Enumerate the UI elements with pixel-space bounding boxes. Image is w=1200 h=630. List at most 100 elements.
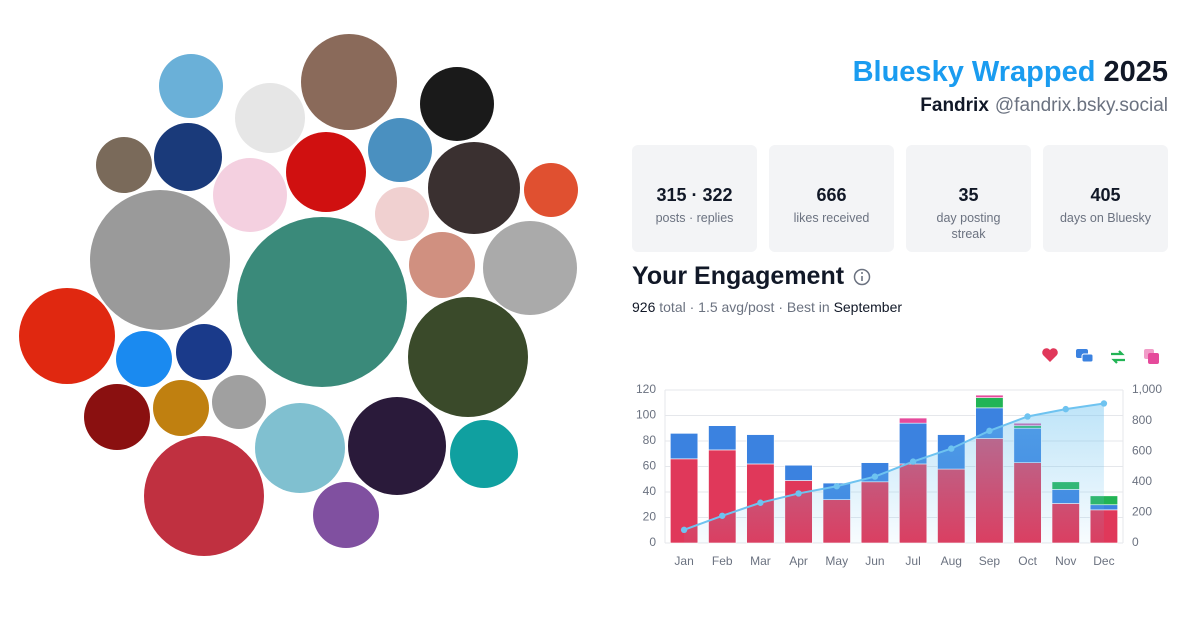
chart: 0 20 40 60 80 100 120 0 200 400 600 800 1,000 Jan Feb M… bbox=[636, 348, 1162, 568]
avatar[interactable] bbox=[144, 436, 264, 556]
line-point bbox=[1100, 400, 1108, 407]
avatar[interactable] bbox=[524, 163, 578, 217]
x-tick-label: Mar bbox=[750, 554, 771, 568]
avatar[interactable] bbox=[286, 132, 366, 212]
stat-card: 666 likes received bbox=[769, 145, 894, 252]
line-point bbox=[948, 445, 955, 452]
bar-segment bbox=[975, 394, 1004, 398]
x-tick-label: Jun bbox=[865, 554, 884, 568]
stat-label: likes received bbox=[793, 211, 870, 225]
summary: 926 total · 1.5 avg/post · Best in Septe… bbox=[632, 299, 902, 315]
avatar[interactable] bbox=[116, 331, 172, 387]
stat-label: posts · replies bbox=[655, 211, 734, 225]
avatar[interactable] bbox=[255, 403, 345, 493]
avatar[interactable] bbox=[90, 190, 230, 330]
line-point bbox=[833, 483, 840, 490]
stat-value: 35 bbox=[958, 185, 979, 205]
avatar[interactable] bbox=[19, 288, 115, 384]
stat-card: 405 days on Bluesky bbox=[1043, 145, 1168, 252]
x-tick-label: Feb bbox=[712, 554, 733, 568]
stat-label: day posting streak bbox=[936, 211, 1001, 241]
total: 926 bbox=[632, 299, 656, 315]
x-tick-label: Jan bbox=[674, 554, 693, 568]
info-icon[interactable] bbox=[853, 268, 871, 286]
avatar[interactable] bbox=[96, 137, 152, 193]
bar-segment bbox=[708, 425, 737, 451]
avatar[interactable] bbox=[450, 420, 518, 488]
avatar[interactable] bbox=[159, 54, 223, 118]
avatar[interactable] bbox=[154, 123, 222, 191]
x-tick-label: Oct bbox=[1018, 554, 1037, 568]
legend-icon[interactable] bbox=[1042, 348, 1058, 362]
x-tick-label: May bbox=[825, 554, 848, 568]
line bbox=[683, 402, 1105, 531]
legend-icon[interactable] bbox=[1081, 353, 1094, 363]
x-tick-label: Dec bbox=[1093, 554, 1114, 568]
avatar[interactable] bbox=[84, 384, 150, 450]
avatar[interactable] bbox=[483, 221, 577, 315]
user: Fandrix @fandrix.bsky.social bbox=[920, 95, 1168, 117]
avatar[interactable] bbox=[237, 217, 407, 387]
display-name: Fandrix bbox=[920, 95, 989, 116]
bar-segment bbox=[784, 464, 813, 481]
avatar[interactable] bbox=[420, 67, 494, 141]
avatar[interactable] bbox=[348, 397, 446, 495]
x-tick-label: Jul bbox=[905, 554, 920, 568]
best-month: September bbox=[833, 299, 903, 315]
stat-card: 315 · 322 posts · replies bbox=[632, 145, 757, 252]
avatar-cluster bbox=[19, 34, 578, 556]
avatar[interactable] bbox=[368, 118, 432, 182]
bar-segment bbox=[746, 434, 775, 465]
bar-segment bbox=[670, 433, 699, 460]
avatar[interactable] bbox=[213, 158, 287, 232]
y-tick-label: 20 bbox=[643, 510, 657, 524]
title: Bluesky Wrapped 2025 bbox=[853, 56, 1168, 89]
x-tick-label: Apr bbox=[789, 554, 808, 568]
avatar[interactable] bbox=[428, 142, 520, 234]
y-tick-label: 40 bbox=[643, 484, 657, 498]
bar-segment bbox=[975, 397, 1004, 409]
y2-tick-label: 200 bbox=[1132, 505, 1152, 519]
avatar[interactable] bbox=[235, 83, 305, 153]
x-tick-label: Sep bbox=[979, 554, 1001, 568]
brand: Bluesky Wrapped bbox=[852, 56, 1096, 88]
x-tick-label: Aug bbox=[941, 554, 962, 568]
y2-tick-label: 400 bbox=[1132, 474, 1152, 488]
summary-text: total · 1.5 avg/post · Best in bbox=[659, 299, 830, 315]
line-area bbox=[684, 403, 1104, 543]
line-point bbox=[1024, 413, 1031, 420]
avatar[interactable] bbox=[176, 324, 232, 380]
line-point bbox=[871, 473, 879, 480]
legend bbox=[1042, 348, 1159, 364]
avatar[interactable] bbox=[313, 482, 379, 548]
avatar[interactable] bbox=[301, 34, 397, 130]
line-point bbox=[757, 499, 764, 506]
avatar[interactable] bbox=[408, 297, 528, 417]
legend-icon[interactable] bbox=[1148, 353, 1159, 364]
line-point bbox=[719, 512, 726, 519]
line-point bbox=[986, 427, 993, 435]
section-title: Your Engagement bbox=[632, 262, 845, 290]
y2-tick-label: 800 bbox=[1132, 413, 1152, 427]
y2-tick-label: 1,000 bbox=[1132, 382, 1162, 396]
line-point bbox=[795, 490, 802, 497]
handle: @fandrix.bsky.social bbox=[994, 95, 1168, 116]
avatar[interactable] bbox=[409, 232, 475, 298]
stat-label: days on Bluesky bbox=[1059, 211, 1152, 225]
avatar[interactable] bbox=[153, 380, 209, 436]
stat-value: 315 · 322 bbox=[656, 185, 733, 205]
y2-tick-label: 600 bbox=[1132, 443, 1152, 457]
line-point bbox=[680, 526, 688, 534]
y-tick-label: 0 bbox=[649, 535, 656, 549]
y-tick-label: 60 bbox=[643, 459, 657, 473]
avatar[interactable] bbox=[375, 187, 429, 241]
avatar[interactable] bbox=[212, 375, 266, 429]
y2-tick-label: 0 bbox=[1132, 535, 1139, 549]
stat-value: 666 bbox=[816, 185, 847, 205]
line-point bbox=[909, 458, 917, 465]
y-tick-label: 100 bbox=[636, 408, 656, 422]
legend-icon[interactable] bbox=[1111, 350, 1125, 364]
y-tick-label: 120 bbox=[636, 382, 656, 396]
